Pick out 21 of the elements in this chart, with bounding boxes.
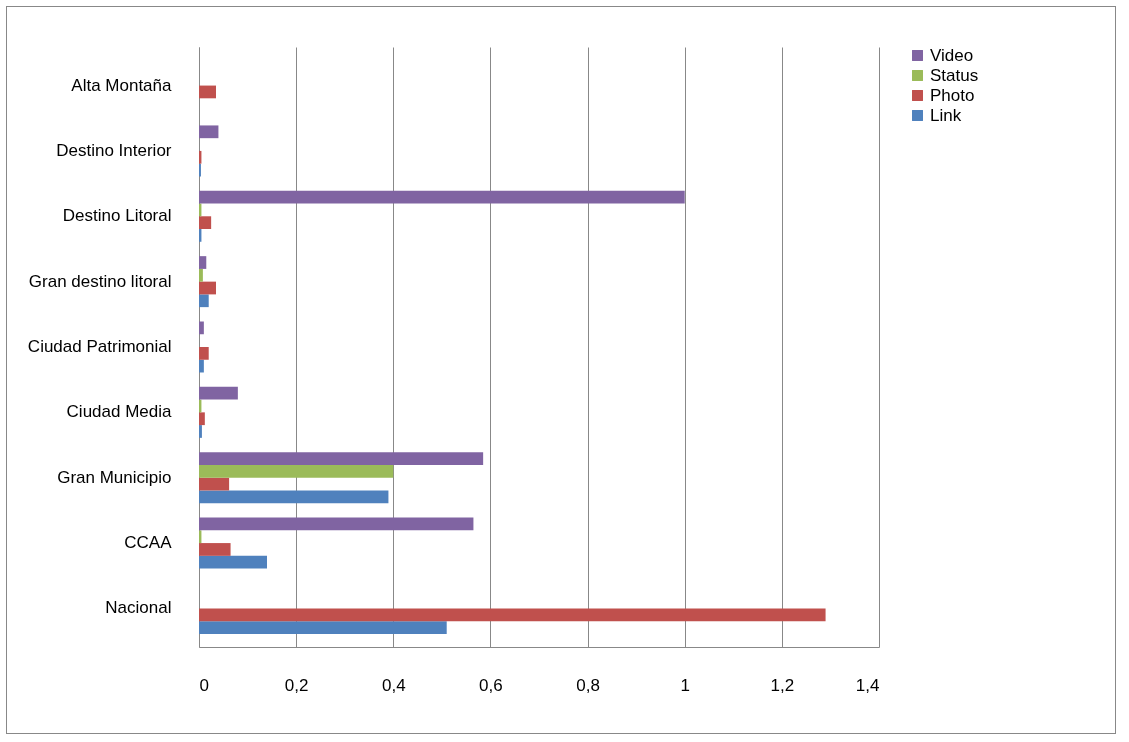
x-tick-label: 0,4	[381, 675, 406, 695]
y-tick-label: Alta Montaña	[71, 75, 173, 95]
x-tick-label: 0,8	[576, 675, 600, 695]
legend-label: Video	[930, 45, 974, 65]
legend-label: Link	[930, 105, 962, 125]
x-tick-label: 1,4	[855, 675, 880, 695]
y-tick-label: Gran destino litoral	[28, 271, 172, 291]
legend-label: Photo	[930, 85, 975, 105]
y-tick-label: Destino Litoral	[62, 206, 172, 226]
x-tick-label: 1	[680, 675, 690, 695]
x-tick-label: 0,6	[479, 675, 503, 695]
y-tick-label: Gran Municipio	[57, 467, 172, 487]
x-tick-label: 0	[199, 675, 209, 695]
y-tick-label: Nacional	[105, 598, 172, 618]
y-tick-label: CCAA	[124, 533, 173, 553]
x-tick-label: 1,2	[770, 675, 795, 695]
legend-label: Status	[930, 65, 979, 85]
y-tick-label: Ciudad Media	[66, 402, 173, 422]
y-tick-label: Ciudad Patrimonial	[27, 337, 172, 356]
x-tick-label: 0,2	[284, 675, 309, 695]
y-tick-label: Destino Interior	[56, 140, 172, 160]
